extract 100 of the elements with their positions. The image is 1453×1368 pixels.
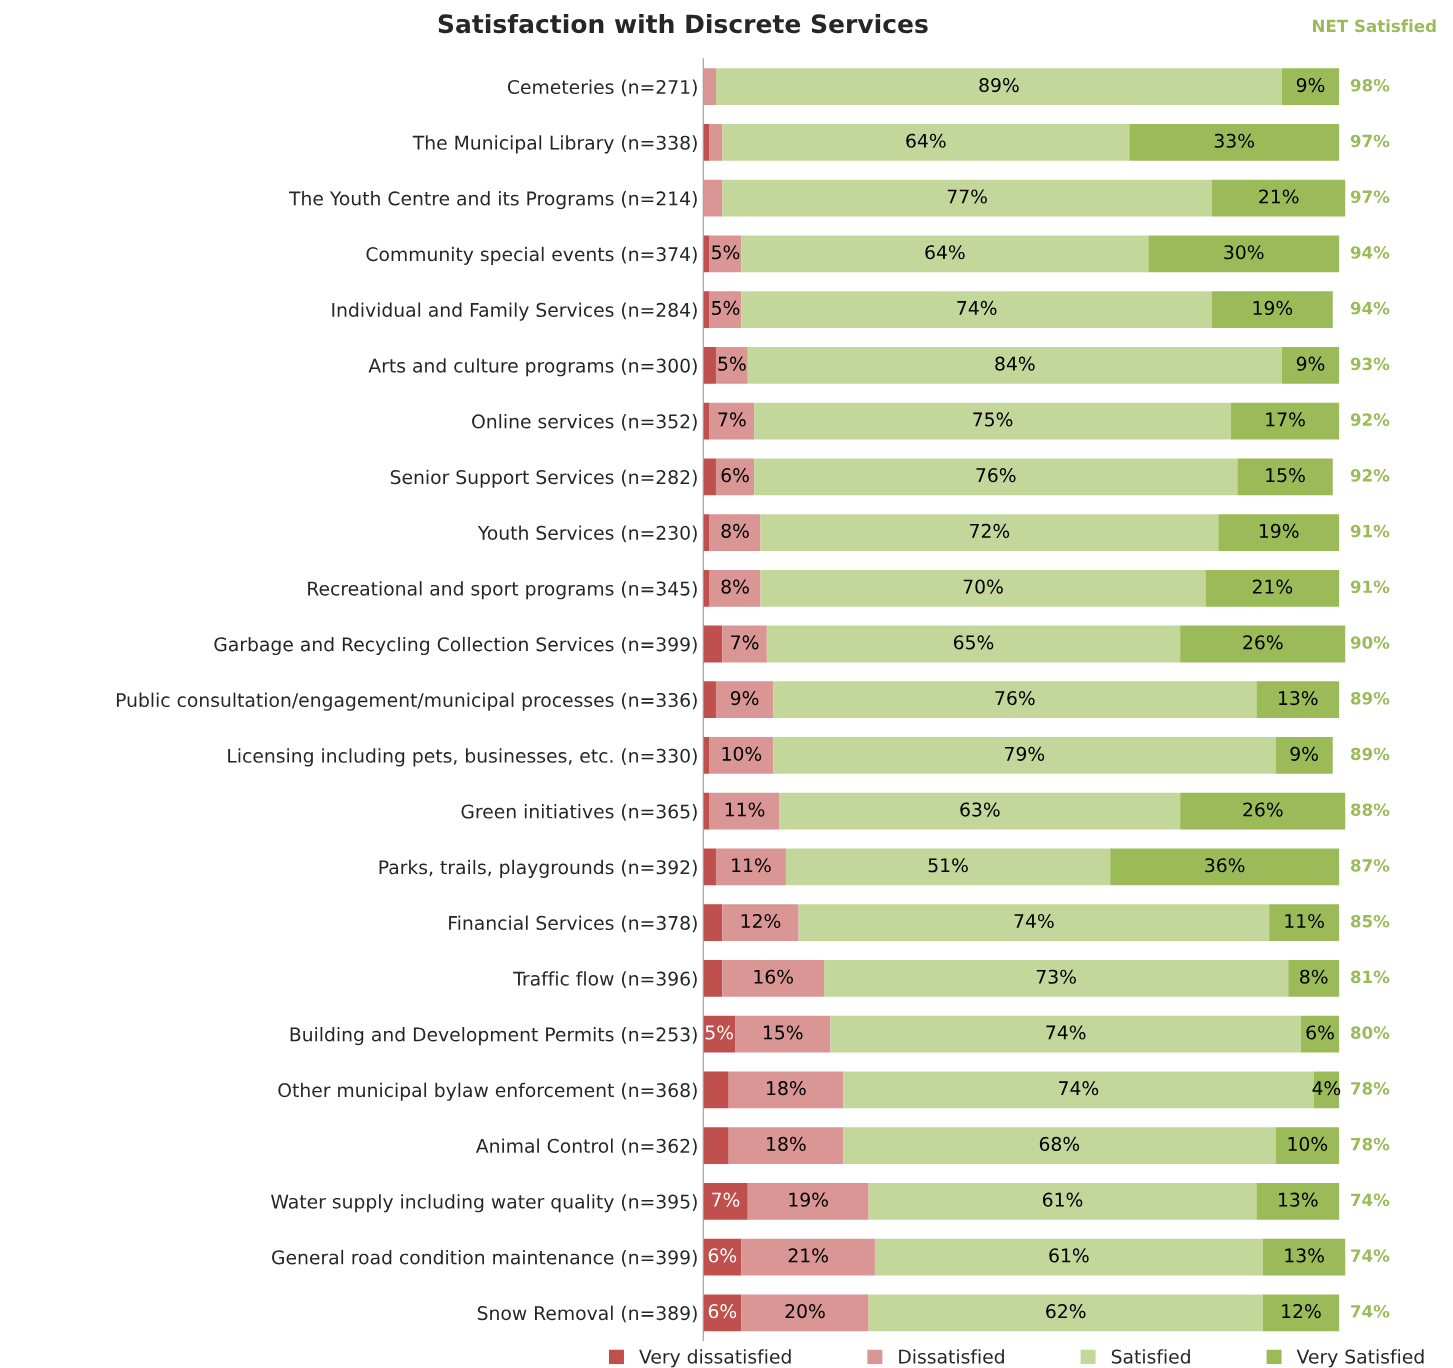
data-label: 74% — [1014, 913, 1054, 929]
data-label: 89% — [979, 77, 1019, 93]
bar — [1262, 1238, 1346, 1276]
data-label: 5% — [705, 1025, 733, 1040]
bar — [709, 737, 774, 774]
data-label: 30% — [1224, 245, 1264, 260]
data-label: 15% — [763, 1025, 803, 1040]
data-label: 33% — [1214, 133, 1254, 148]
bar — [1211, 291, 1333, 329]
data-label: 84% — [995, 356, 1035, 371]
text: 91% — [1350, 524, 1390, 538]
bar — [868, 1182, 1257, 1220]
text: 78% — [1351, 1137, 1390, 1151]
y-tick-label: Parks, trails, playgrounds (n=392) — [379, 859, 697, 878]
bar — [715, 848, 786, 886]
text: 74% — [1351, 1305, 1390, 1318]
y-tick-label: Snow Removal (n=389) — [477, 1305, 697, 1323]
bar — [741, 235, 1149, 273]
bar — [773, 737, 1276, 774]
data-label: 77% — [947, 189, 987, 204]
data-label: 10% — [722, 746, 762, 761]
bar — [868, 1294, 1263, 1332]
y-tick-label: Cemeteries (n=271) — [507, 79, 697, 97]
text: 89% — [1350, 747, 1390, 761]
bar — [703, 402, 710, 440]
data-label: 6% — [708, 1304, 737, 1319]
data-label: 62% — [1046, 1304, 1086, 1319]
data-label: 10% — [1288, 1136, 1328, 1152]
text: 74% — [1351, 1193, 1390, 1207]
y-tick-label: Building and Development Permits (n=253) — [290, 1027, 697, 1046]
bar — [715, 458, 755, 496]
data-label: 5% — [712, 245, 740, 260]
bar — [715, 68, 1282, 106]
bar — [703, 235, 710, 273]
bar — [703, 179, 723, 217]
text: 80% — [1350, 1026, 1390, 1039]
bar — [1256, 681, 1340, 719]
bar — [741, 291, 1212, 329]
data-label: 19% — [789, 1192, 828, 1207]
data-label: 7% — [718, 412, 746, 427]
data-label: 74% — [1059, 1081, 1099, 1096]
data-label: 16% — [754, 969, 793, 984]
data-label: 74% — [957, 300, 997, 316]
data-label: 21% — [1259, 189, 1299, 204]
bar — [1180, 792, 1346, 830]
bar — [703, 346, 716, 384]
bar — [715, 681, 774, 719]
data-label: 12% — [1282, 1304, 1321, 1319]
bar — [722, 179, 1212, 217]
bar — [830, 1015, 1301, 1053]
data-label: 18% — [767, 1081, 806, 1096]
text: 98% — [1350, 78, 1390, 92]
bar — [703, 681, 716, 719]
data-label: 75% — [973, 412, 1013, 427]
data-label: 11% — [732, 858, 771, 873]
text: 91% — [1350, 580, 1390, 594]
bar — [728, 1127, 844, 1164]
bar — [1281, 68, 1340, 106]
data-label: 64% — [925, 245, 965, 260]
bar — [760, 569, 1206, 607]
text: 94% — [1350, 246, 1390, 259]
text: 89% — [1350, 691, 1390, 705]
bar — [874, 1238, 1263, 1276]
text: 81% — [1350, 970, 1390, 984]
bar — [703, 904, 723, 942]
text: 94% — [1350, 301, 1390, 315]
bar — [709, 402, 755, 440]
bar — [703, 792, 710, 830]
legend-label: Very dissatisfied — [639, 1349, 791, 1368]
data-label: 79% — [1005, 746, 1045, 761]
bar — [1269, 904, 1340, 942]
bar — [1180, 625, 1346, 663]
y-tick-label: Garbage and Recycling Collection Services (n=399) — [214, 636, 697, 656]
text: 92% — [1350, 469, 1390, 482]
bar — [709, 514, 761, 551]
data-label: 9% — [1296, 77, 1325, 93]
bar — [1218, 514, 1340, 551]
y-tick-label: Water supply including water quality (n=395) — [271, 1194, 697, 1213]
bar — [703, 124, 710, 161]
bar — [843, 1071, 1314, 1109]
y-tick-label: Licensing including pets, businesses, etc. (n=330) — [228, 748, 697, 767]
bar — [1231, 402, 1340, 440]
data-label: 5% — [718, 356, 746, 371]
data-label: 13% — [1285, 1248, 1324, 1263]
text: 97% — [1350, 190, 1390, 203]
bar — [709, 792, 780, 830]
text: 90% — [1350, 636, 1390, 649]
bar — [703, 458, 716, 496]
bar — [1205, 569, 1340, 607]
y-tick-label: Online services (n=352) — [472, 413, 697, 431]
bar — [1275, 1127, 1340, 1164]
bar — [703, 1182, 748, 1220]
data-label: 74% — [1046, 1025, 1086, 1040]
bar — [1110, 848, 1340, 886]
data-label: 8% — [1300, 969, 1328, 984]
data-label: 15% — [1266, 468, 1305, 483]
bar — [703, 1071, 729, 1109]
bar — [703, 625, 723, 663]
data-label: 13% — [1279, 690, 1318, 706]
bar — [703, 848, 716, 886]
